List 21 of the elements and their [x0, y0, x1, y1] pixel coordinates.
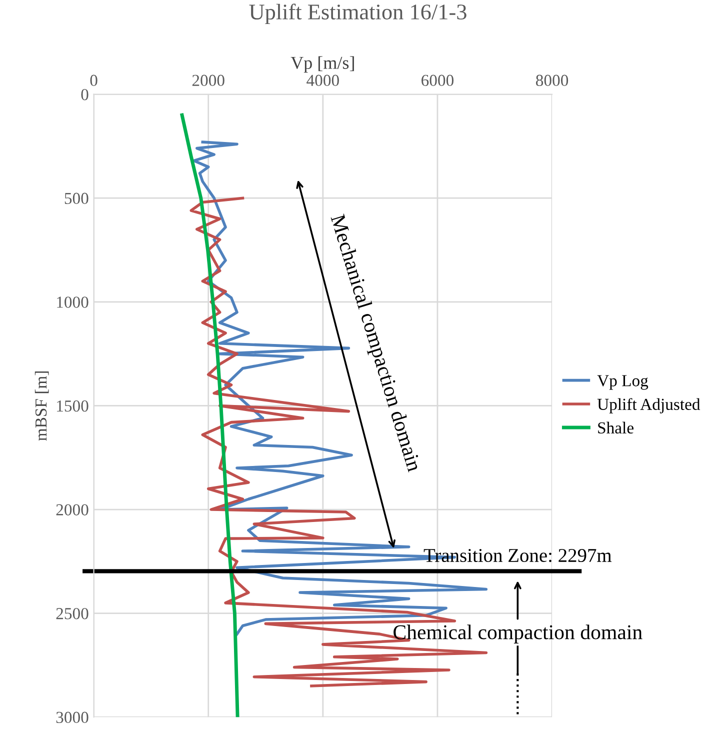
- x-tick-label: 8000: [536, 74, 568, 86]
- legend-label: Uplift Adjusted: [597, 398, 700, 414]
- y-axis-title: mBSF [m]: [34, 372, 49, 441]
- y-tick-label: 2000: [56, 504, 88, 516]
- y-tick-label: 2500: [56, 608, 88, 620]
- y-tick-label: 500: [64, 192, 88, 204]
- y-tick-label: 0: [81, 89, 88, 100]
- y-tick-label: 3000: [56, 712, 88, 724]
- x-tick-label: 2000: [192, 74, 224, 86]
- x-axis-title: Vp [m/s]: [290, 56, 354, 73]
- annotation: Chemical compaction domain: [394, 624, 642, 644]
- y-tick-label: 1500: [57, 400, 88, 412]
- line-series: [180, 113, 240, 718]
- legend-label: Vp Log: [597, 375, 648, 390]
- ref-line-label: Transition Zone: 2297m: [424, 548, 612, 562]
- x-tick-label: 0: [90, 74, 98, 86]
- chart-title: Uplift Estimation 16/1-3: [249, 4, 466, 24]
- y-tick-label: 1000: [57, 296, 88, 308]
- x-tick-label: 6000: [422, 74, 454, 86]
- x-tick-label: 4000: [306, 74, 339, 86]
- legend-label: Shale: [598, 422, 634, 434]
